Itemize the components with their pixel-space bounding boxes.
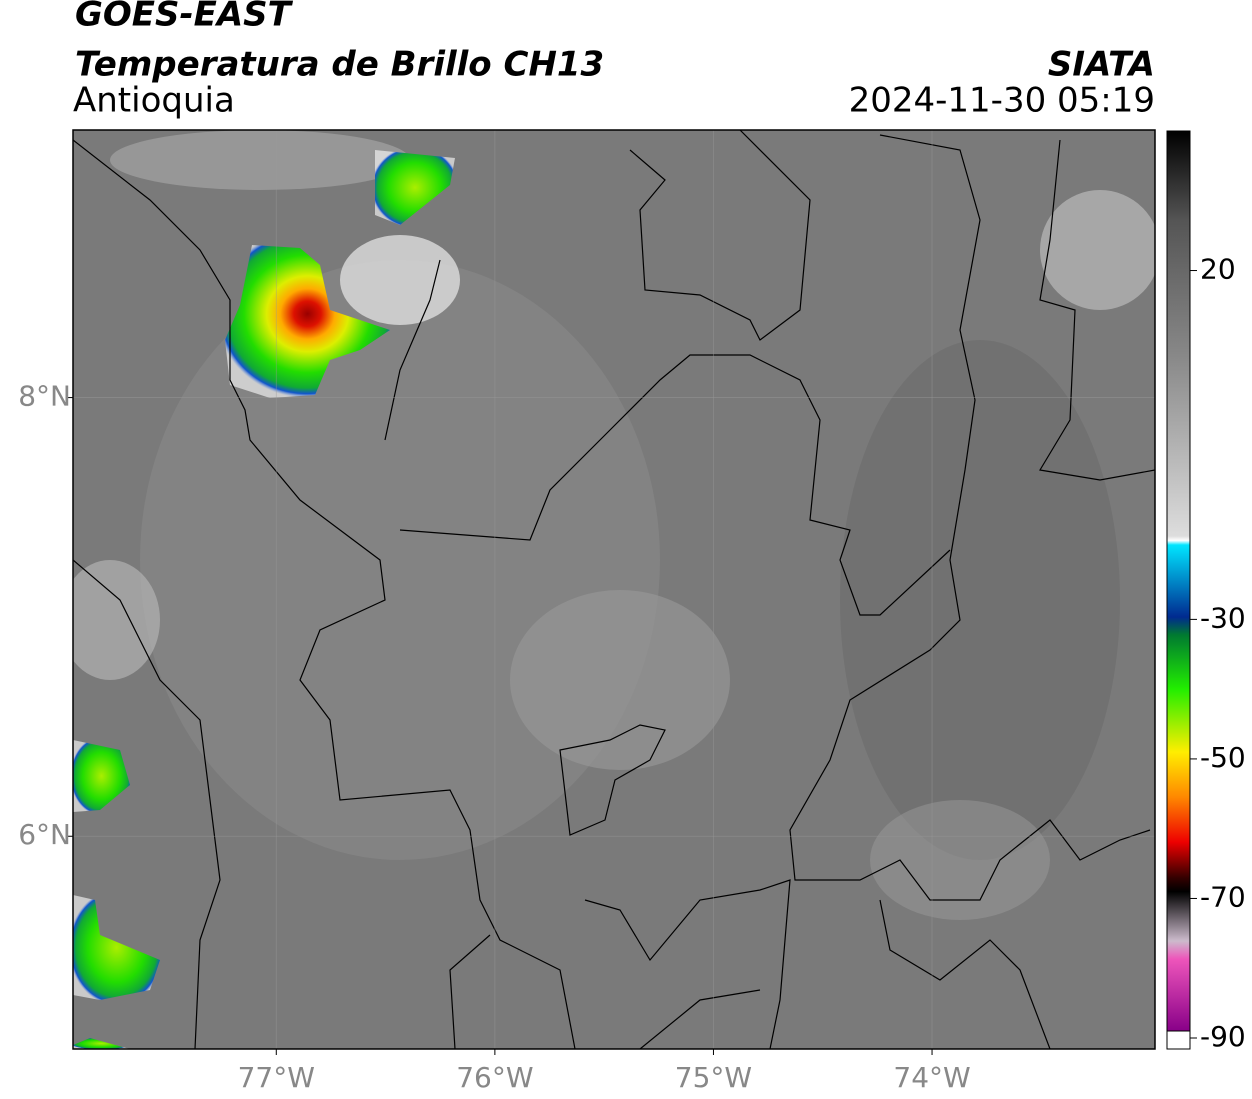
x-tick-label: 76°W [456, 1061, 533, 1094]
map-frame [72, 129, 1156, 1050]
x-tick-label: 74°W [893, 1061, 970, 1094]
x-tick-label: 77°W [238, 1061, 315, 1094]
y-tick-label: 8°N [18, 380, 71, 413]
datetime: 2024-11-30 05:19 [849, 81, 1155, 121]
source: SIATA [1048, 45, 1155, 85]
x-tick-label: 75°W [675, 1061, 752, 1094]
title: GOES-EAST [75, 0, 294, 35]
colorbar-tick-label: -90 [1200, 1020, 1246, 1053]
colorbar-under [1166, 1030, 1191, 1050]
colorbar-tick-label: 20 [1200, 253, 1236, 286]
colorbar-tick-label: -70 [1200, 880, 1246, 913]
colorbar-tick-label: -30 [1200, 601, 1246, 634]
region: Antioquia [73, 81, 235, 121]
map-grid [73, 130, 1155, 1049]
colorbar [1166, 130, 1191, 1032]
map-image [73, 130, 1155, 1049]
subtitle: Temperatura de Brillo CH13 [75, 45, 604, 85]
y-tick-label: 6°N [18, 818, 71, 851]
colorbar-tick-label: -50 [1200, 741, 1246, 774]
